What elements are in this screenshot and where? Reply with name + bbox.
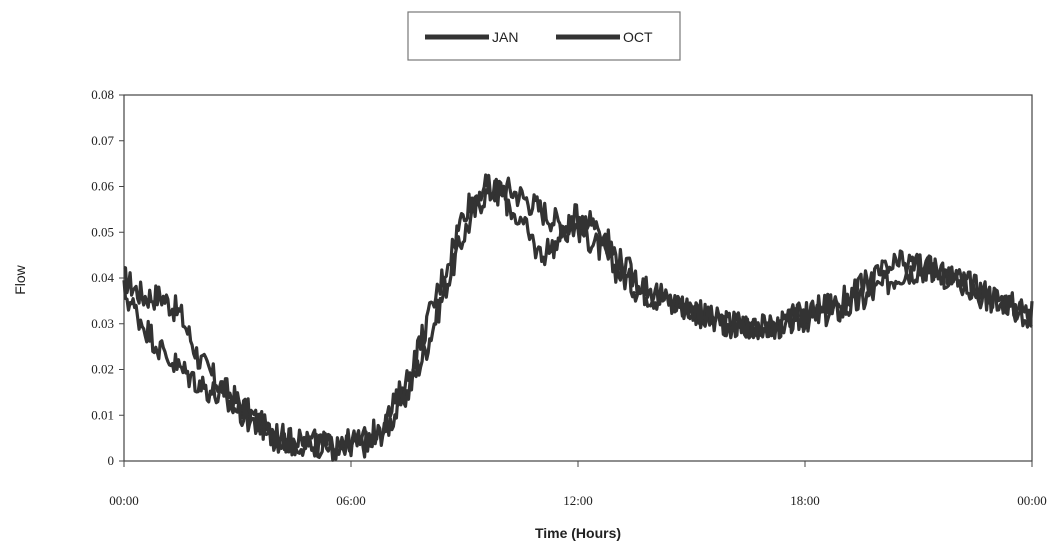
- y-tick-label: 0.03: [91, 316, 114, 331]
- y-tick-label: 0: [108, 453, 115, 468]
- legend-label-oct: OCT: [623, 29, 653, 45]
- y-tick-label: 0.04: [91, 270, 114, 285]
- legend-label-jan: JAN: [492, 29, 518, 45]
- y-tick-label: 0.07: [91, 133, 114, 148]
- x-tick-label: 00:00: [109, 493, 139, 508]
- legend: JAN OCT: [407, 11, 681, 61]
- y-axis-ticks: 0 0.01 0.02 0.03 0.04 0.05 0.06 0.07 0.08: [91, 87, 124, 468]
- x-tick-label: 00:00: [1017, 493, 1047, 508]
- series-line-oct: [122, 173, 1034, 462]
- x-tick-label: 18:00: [790, 493, 820, 508]
- x-axis-title: Time (Hours): [535, 525, 621, 541]
- y-tick-label: 0.08: [91, 87, 114, 102]
- y-tick-label: 0.05: [91, 224, 114, 239]
- y-tick-label: 0.02: [91, 362, 114, 377]
- x-tick-label: 06:00: [336, 493, 366, 508]
- y-tick-label: 0.06: [91, 179, 114, 194]
- y-axis-title: Flow: [12, 264, 28, 294]
- x-tick-label: 12:00: [563, 493, 593, 508]
- y-tick-label: 0.01: [91, 407, 114, 422]
- plot-area: [123, 94, 1033, 462]
- series-lines: [122, 173, 1034, 462]
- x-axis-ticks: 00:00 06:00 12:00 18:00 00:00: [109, 461, 1047, 508]
